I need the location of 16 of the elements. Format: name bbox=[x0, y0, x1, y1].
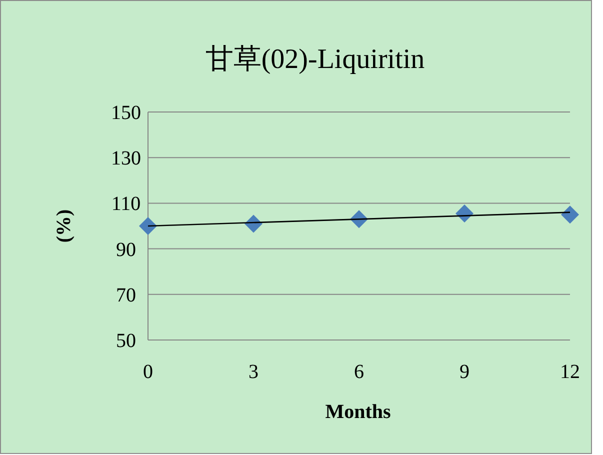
y-tick-label: 50 bbox=[116, 330, 136, 352]
y-axis-title: (%) bbox=[53, 209, 75, 243]
x-axis-title: Months bbox=[325, 401, 391, 423]
y-tick-label: 70 bbox=[116, 284, 136, 306]
y-tick-label: 130 bbox=[111, 148, 141, 170]
y-tick-label: 90 bbox=[116, 238, 136, 261]
y-tick-label: 150 bbox=[111, 102, 141, 124]
point bbox=[561, 206, 579, 224]
y-tick-label: 110 bbox=[111, 193, 141, 216]
point bbox=[139, 217, 157, 235]
x-tick-label: 0 bbox=[143, 361, 153, 383]
x-tick-label: 6 bbox=[354, 361, 364, 383]
chart-title: 甘草(02)-Liquiritin bbox=[205, 44, 425, 75]
x-tick-label: 9 bbox=[460, 361, 470, 383]
x-tick-label: 3 bbox=[248, 361, 258, 383]
x-tick-label: 12 bbox=[560, 361, 580, 383]
